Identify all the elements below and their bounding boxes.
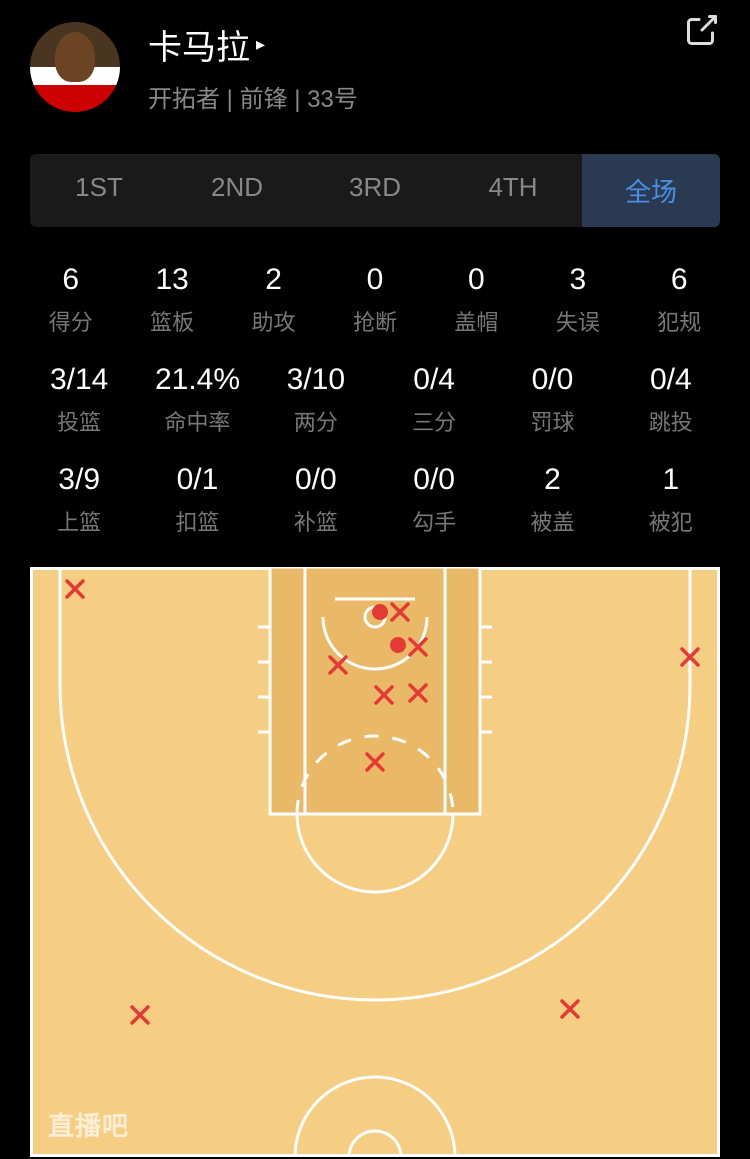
stat-value: 1 [612, 463, 730, 497]
shot-chart [30, 567, 720, 1157]
stat-label: 被盖 [493, 505, 611, 537]
shot-made [390, 637, 406, 653]
shot-made [372, 604, 388, 620]
stats-row-2: 3/14投篮21.4%命中率3/10两分0/4三分0/0罚球0/4跳投 [20, 363, 730, 437]
stat-label: 失误 [527, 305, 628, 337]
stat-value: 0/0 [375, 463, 493, 497]
chevron-right-icon: ▸ [256, 34, 265, 55]
stat-value: 0/1 [138, 463, 256, 497]
tab-4th[interactable]: 4TH [444, 154, 582, 227]
stat-value: 0 [324, 263, 425, 297]
stat-label: 扣篮 [138, 505, 256, 537]
stat-cell: 2 被盖 [493, 463, 611, 537]
stat-value: 6 [629, 263, 730, 297]
stat-cell: 0/4 跳投 [612, 363, 730, 437]
stat-label: 盖帽 [426, 305, 527, 337]
share-icon[interactable] [684, 12, 720, 48]
stat-label: 得分 [20, 305, 121, 337]
stats-row-1: 6得分13篮板2助攻0抢断0盖帽3失误6犯规 [20, 263, 730, 337]
stat-label: 勾手 [375, 505, 493, 537]
stat-value: 3 [527, 263, 628, 297]
period-tabs: 1ST2ND3RD4TH全场 [30, 154, 720, 227]
player-meta: 开拓者 | 前锋 | 33号 [148, 79, 720, 114]
stat-value: 3/10 [257, 363, 375, 397]
watermark: 直播吧 [48, 1106, 129, 1143]
stat-label: 抢断 [324, 305, 425, 337]
player-info: 卡马拉 ▸ 开拓者 | 前锋 | 33号 [148, 20, 720, 114]
stats-row-3: 3/9上篮0/1扣篮0/0补篮0/0勾手2被盖1被犯 [20, 463, 730, 537]
tab-3rd[interactable]: 3RD [306, 154, 444, 227]
stat-cell: 2 助攻 [223, 263, 324, 337]
stat-cell: 0/0 补篮 [257, 463, 375, 537]
stat-label: 犯规 [629, 305, 730, 337]
stat-cell: 1 被犯 [612, 463, 730, 537]
player-name-row[interactable]: 卡马拉 ▸ [148, 20, 720, 69]
stat-value: 0/0 [257, 463, 375, 497]
stat-value: 21.4% [138, 363, 256, 397]
meta-sep: | [227, 86, 240, 113]
shot-chart-container: 直播吧 [30, 567, 720, 1157]
stat-cell: 3 失误 [527, 263, 628, 337]
stat-label: 被犯 [612, 505, 730, 537]
stat-cell: 0/0 罚球 [493, 363, 611, 437]
stat-value: 0/4 [375, 363, 493, 397]
stat-cell: 3/14 投篮 [20, 363, 138, 437]
stat-cell: 0/4 三分 [375, 363, 493, 437]
stat-cell: 0/0 勾手 [375, 463, 493, 537]
stat-value: 0/0 [493, 363, 611, 397]
stat-value: 6 [20, 263, 121, 297]
stat-value: 2 [493, 463, 611, 497]
stat-value: 3/14 [20, 363, 138, 397]
stat-value: 3/9 [20, 463, 138, 497]
stat-label: 跳投 [612, 405, 730, 437]
stat-value: 13 [121, 263, 222, 297]
stat-cell: 3/9 上篮 [20, 463, 138, 537]
player-avatar[interactable] [30, 22, 120, 112]
stat-value: 0/4 [612, 363, 730, 397]
stat-cell: 6 得分 [20, 263, 121, 337]
tab-全场[interactable]: 全场 [582, 154, 720, 227]
stat-cell: 0 抢断 [324, 263, 425, 337]
stat-cell: 21.4% 命中率 [138, 363, 256, 437]
player-position: 前锋 [240, 86, 288, 113]
stat-label: 两分 [257, 405, 375, 437]
stat-cell: 13 篮板 [121, 263, 222, 337]
stat-label: 投篮 [20, 405, 138, 437]
player-header: 卡马拉 ▸ 开拓者 | 前锋 | 33号 [0, 0, 750, 134]
stat-value: 0 [426, 263, 527, 297]
stat-cell: 3/10 两分 [257, 363, 375, 437]
stat-label: 篮板 [121, 305, 222, 337]
player-team: 开拓者 [148, 86, 220, 113]
stat-cell: 6 犯规 [629, 263, 730, 337]
stat-label: 命中率 [138, 405, 256, 437]
player-number: 33号 [307, 86, 358, 113]
tab-1st[interactable]: 1ST [30, 154, 168, 227]
tab-2nd[interactable]: 2ND [168, 154, 306, 227]
stat-label: 补篮 [257, 505, 375, 537]
stat-label: 罚球 [493, 405, 611, 437]
stat-cell: 0 盖帽 [426, 263, 527, 337]
stat-label: 三分 [375, 405, 493, 437]
stat-label: 助攻 [223, 305, 324, 337]
stats-grid: 6得分13篮板2助攻0抢断0盖帽3失误6犯规 3/14投篮21.4%命中率3/1… [0, 227, 750, 537]
player-name: 卡马拉 [148, 20, 250, 69]
stat-label: 上篮 [20, 505, 138, 537]
stat-value: 2 [223, 263, 324, 297]
meta-sep: | [294, 86, 307, 113]
stat-cell: 0/1 扣篮 [138, 463, 256, 537]
